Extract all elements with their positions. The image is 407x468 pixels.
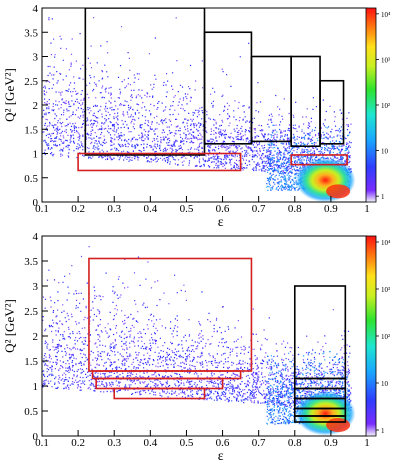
y-tick-label: 3.5	[24, 27, 38, 39]
scatter-points	[43, 139, 350, 178]
y-tick-label: 4	[33, 3, 39, 15]
x-tick-label: 0.5	[180, 203, 194, 215]
x-axis-label: ε	[218, 215, 224, 230]
y-tick-label: 2.5	[24, 306, 38, 318]
colorbar-tick-label: 10³	[381, 286, 390, 294]
bottom-panel-axes: 0.1 0.2 0.3 0.4 0.5 0.6 0.7 0.8 0.9 1 0 0.5 1 1.5 2 2.5…	[2, 231, 370, 464]
x-tick-label: 0.1	[35, 203, 49, 215]
bottom-panel: 0.1 0.2 0.3 0.4 0.5 0.6 0.7 0.8 0.9 100.511.522.5…	[2, 231, 391, 464]
x-tick-label: 0.9	[324, 203, 338, 215]
top-panel: 0.1 0.2 0.3 0.4 0.5 0.6 0.7 0.8 0.9 100.511.522.5…	[2, 3, 391, 230]
top-panel-scatter	[42, 17, 356, 202]
scatter-points	[265, 124, 351, 191]
black-bin-box	[203, 31, 253, 145]
colorbar-tick-label: 1	[381, 427, 385, 435]
x-tick-label: 0.4	[143, 203, 157, 215]
black-bin-box	[319, 79, 345, 145]
x-tick-label: 0.2	[71, 203, 85, 215]
bottom-panel-colorbar: 1 10 10² 10³ 10⁴	[365, 235, 391, 437]
colorbar	[365, 235, 377, 437]
y-tick-label: 1	[33, 381, 39, 393]
x-tick-label: 1	[364, 437, 370, 449]
black-bin-box	[293, 415, 347, 423]
y-tick-label: 3.5	[24, 256, 38, 268]
y-tick-label: 0	[33, 431, 39, 443]
red-bin-box	[77, 152, 242, 172]
x-tick-label: 0.3	[107, 203, 121, 215]
y-tick-label: 1.5	[24, 124, 38, 136]
y-tick-label: 1.5	[24, 356, 38, 368]
top-panel-axes: 0.1 0.2 0.3 0.4 0.5 0.6 0.7 0.8 0.9 1 0 0.5 1 1.5 2 2.5…	[2, 3, 370, 230]
x-tick-label: 0.8	[288, 437, 302, 449]
x-axis-label: ε	[218, 449, 224, 463]
x-tick-label: 1	[364, 203, 370, 215]
y-tick-label: 3	[33, 52, 39, 64]
y-tick-label: 2.5	[24, 76, 38, 88]
x-tick-label: 0.4	[143, 437, 157, 449]
colorbar-tick-label: 10	[381, 380, 389, 388]
peak-density-region	[326, 418, 351, 432]
colorbar-tick-label: 10⁴	[381, 239, 391, 247]
y-tick-label: 2	[33, 331, 39, 343]
red-bin-box	[113, 387, 206, 400]
scatter-points	[266, 124, 351, 191]
black-bin-box	[290, 55, 321, 148]
x-tick-label: 0.7	[252, 203, 266, 215]
y-tick-label: 1	[33, 149, 39, 161]
y-tick-label: 0.5	[24, 406, 38, 418]
y-tick-label: 4	[33, 231, 39, 243]
y-tick-label: 0	[33, 197, 39, 209]
colorbar-tick-label: 10²	[381, 333, 390, 341]
y-axis-label: Q² [GeV²]	[2, 299, 17, 353]
top-panel-bin-boxes	[77, 8, 348, 172]
y-tick-label: 3	[33, 281, 39, 293]
y-tick-label: 2	[33, 100, 39, 112]
black-bin-box	[84, 8, 206, 156]
top-panel-colorbar: 1 10 10² 10³ 10⁴	[365, 7, 391, 203]
y-axis-label: Q² [GeV²]	[2, 68, 17, 122]
colorbar-tick-label: 1	[381, 193, 385, 201]
x-tick-label: 0.9	[324, 437, 338, 449]
scatter-points	[43, 17, 352, 177]
black-bin-box	[250, 55, 292, 143]
scatter-points	[42, 17, 352, 178]
bottom-panel-bin-boxes	[88, 257, 347, 423]
peak-density-region	[326, 184, 351, 199]
x-tick-label: 0.6	[216, 437, 230, 449]
x-tick-label: 0.5	[180, 437, 194, 449]
y-tick-label: 0.5	[24, 173, 38, 185]
x-tick-label: 0.6	[216, 203, 230, 215]
colorbar-tick-label: 10⁴	[381, 11, 391, 19]
x-tick-label: 0.1	[35, 437, 49, 449]
red-bin-box	[88, 257, 253, 372]
x-tick-label: 0.7	[252, 437, 266, 449]
colorbar-tick-label: 10²	[381, 102, 390, 110]
colorbar-tick-label: 10	[381, 148, 389, 156]
x-tick-label: 0.3	[107, 437, 121, 449]
colorbar-tick-label: 10³	[381, 56, 390, 64]
colorbar	[365, 7, 377, 203]
x-tick-label: 0.2	[71, 437, 85, 449]
red-bin-box	[290, 154, 348, 166]
x-tick-label: 0.8	[288, 203, 302, 215]
